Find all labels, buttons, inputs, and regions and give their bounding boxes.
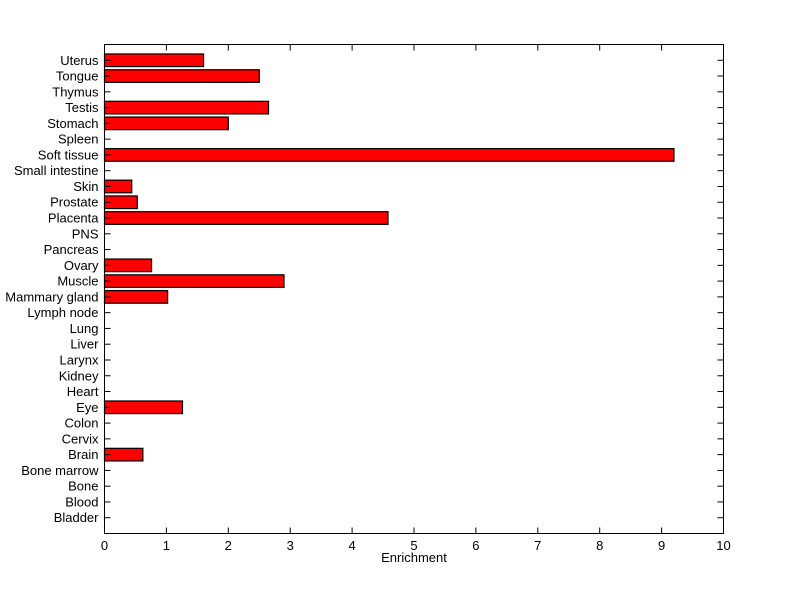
category-label: Lung — [70, 321, 99, 336]
x-tick-label: 5 — [410, 538, 417, 553]
category-label: Bone marrow — [21, 463, 99, 478]
bar-stomach — [103, 116, 229, 131]
x-tick-label: 9 — [658, 538, 665, 553]
category-label: Ovary — [64, 258, 99, 273]
category-label: Cervix — [62, 431, 99, 446]
category-label: Kidney — [59, 368, 99, 383]
category-label: Colon — [65, 416, 99, 431]
category-label: Thymus — [52, 84, 99, 99]
x-tick-label: 4 — [348, 538, 355, 553]
category-label: Spleen — [58, 132, 98, 147]
x-tick-label: 6 — [472, 538, 479, 553]
category-label: Heart — [67, 384, 99, 399]
category-label: Uterus — [60, 53, 99, 68]
x-tick-label: 10 — [716, 538, 730, 553]
category-label: Bone — [68, 479, 98, 494]
category-label: Blood — [65, 494, 98, 509]
bar-muscle — [103, 274, 285, 289]
x-axis-label: Enrichment — [381, 550, 447, 565]
x-tick-label: 8 — [596, 538, 603, 553]
x-tick-label: 2 — [225, 538, 232, 553]
category-label: Placenta — [48, 211, 99, 226]
x-tick-label: 0 — [101, 538, 108, 553]
category-label: Lymph node — [27, 305, 98, 320]
category-label: Bladder — [54, 510, 99, 525]
x-tick-label: 1 — [163, 538, 170, 553]
category-label: Eye — [76, 400, 98, 415]
category-label: Small intestine — [14, 163, 99, 178]
x-tick-label: 7 — [534, 538, 541, 553]
bar-testis — [103, 100, 270, 115]
category-label: Larynx — [59, 352, 99, 367]
bar-tongue — [103, 69, 260, 83]
plot-box — [104, 44, 724, 534]
bar-eye — [103, 400, 184, 415]
category-label: Brain — [68, 447, 98, 462]
category-label: Skin — [73, 179, 98, 194]
bar-uterus — [103, 53, 205, 68]
category-label: Muscle — [57, 274, 98, 289]
category-label: Soft tissue — [38, 147, 99, 162]
plot-area: 0 1 2 3 4 5 6 7 8 9 10 UterusTongueThymusTestisStom… — [5, 44, 731, 553]
bar-ovary — [103, 258, 153, 273]
category-label: Stomach — [47, 116, 98, 131]
bar-mammary-gland — [103, 289, 169, 304]
category-label: Mammary gland — [5, 289, 98, 304]
category-label: Pancreas — [44, 242, 99, 257]
x-tick-label: 3 — [287, 538, 294, 553]
category-label: Tongue — [56, 69, 99, 84]
bar-soft-tissue — [103, 148, 675, 162]
category-label: PNS — [72, 226, 99, 241]
category-label: Liver — [70, 337, 99, 352]
bar-placenta — [103, 211, 389, 225]
category-label: Prostate — [50, 195, 98, 210]
category-label: Testis — [65, 100, 99, 115]
